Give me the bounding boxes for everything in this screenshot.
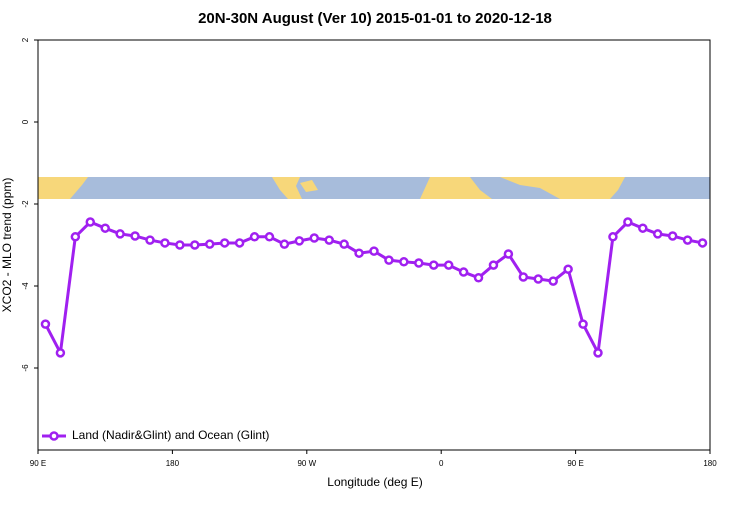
point [234, 238, 245, 248]
point [667, 231, 678, 241]
chart-title: 20N-30N August (Ver 10) 2015-01-01 to 20… [198, 10, 552, 27]
x-tick-label: 180 [166, 459, 180, 468]
point [190, 240, 200, 250]
point [697, 238, 708, 248]
point [100, 223, 110, 233]
point [638, 223, 648, 233]
point [414, 258, 424, 268]
point [503, 249, 514, 259]
point [652, 229, 663, 239]
point [369, 246, 379, 256]
y-tick-label: 0 [21, 119, 30, 124]
point [354, 248, 364, 258]
point [458, 267, 469, 277]
x-axis-label: Longitude (deg E) [327, 475, 422, 489]
point [563, 264, 573, 274]
point [175, 240, 185, 250]
x-tick-label: 90 W [297, 459, 316, 468]
point [443, 260, 454, 270]
series-line [44, 220, 703, 358]
point [682, 235, 693, 245]
x-tick-label: 90 E [30, 459, 46, 468]
point [264, 232, 275, 242]
point [608, 232, 618, 242]
point [40, 319, 51, 329]
point [488, 260, 499, 270]
point [548, 276, 558, 286]
y-tick-label: -2 [21, 200, 30, 208]
x-tick-label: 90 E [567, 459, 583, 468]
legend-marker [49, 431, 59, 441]
point [145, 235, 155, 245]
point [294, 236, 305, 246]
x-tick-label: 180 [703, 459, 717, 468]
point [160, 238, 170, 248]
point [518, 272, 529, 282]
y-tick-label: -6 [21, 364, 30, 372]
point [324, 235, 334, 245]
point [309, 233, 320, 243]
point [623, 217, 633, 227]
legend-label: Land (Nadir&Glint) and Ocean (Glint) [72, 428, 269, 442]
point [384, 255, 394, 265]
point [85, 217, 96, 227]
point [578, 319, 588, 329]
point [249, 232, 260, 242]
point [473, 273, 484, 283]
point [70, 232, 81, 242]
point [115, 229, 125, 239]
plot-area: 90 E 180 90 W 0 90 E 180 -6 -4 -2 0 2 Land (Nadir&G… [21, 37, 717, 468]
point [204, 239, 215, 249]
plot-frame [37, 39, 711, 451]
y-axis-label: XCO2 - MLO trend (ppm) [0, 178, 14, 313]
map-strip [38, 177, 710, 199]
x-tick-label: 0 [439, 459, 444, 468]
point [428, 260, 439, 270]
point [130, 231, 140, 241]
y-tick-label: -4 [21, 282, 30, 290]
point [55, 348, 66, 358]
point [219, 238, 230, 248]
point [593, 348, 603, 358]
point [533, 274, 544, 284]
point [279, 239, 290, 249]
point [399, 257, 409, 267]
y-tick-label: 2 [21, 37, 30, 42]
point [339, 239, 349, 249]
